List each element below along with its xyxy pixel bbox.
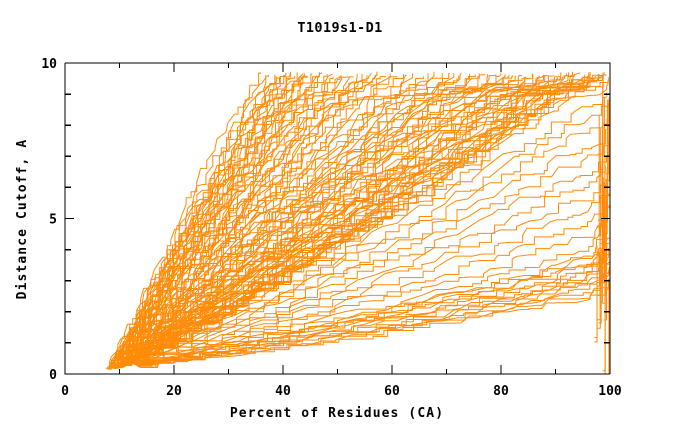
data-curve: [119, 73, 378, 367]
data-curve: [127, 76, 527, 363]
x-tick-label: 40: [275, 384, 291, 399]
data-curve: [134, 165, 606, 365]
data-curve-terminal: [601, 182, 605, 284]
data-curve: [139, 269, 610, 368]
data-curve: [122, 72, 462, 366]
data-curve-terminal: [603, 199, 607, 236]
data-curve: [138, 246, 611, 365]
page-title: T1019s1-D1: [297, 20, 382, 36]
data-curve: [131, 74, 607, 362]
data-curve: [134, 212, 607, 365]
y-axis-ticks: [65, 62, 610, 375]
y-tick-label: 0: [49, 368, 57, 383]
data-curve: [137, 258, 611, 367]
data-curve: [134, 178, 608, 364]
y-axis-title: Distance Cutoff, A: [15, 139, 30, 300]
data-curve: [108, 76, 277, 370]
data-curve-terminal: [594, 246, 598, 343]
data-curve: [133, 129, 607, 362]
data-curve: [136, 248, 609, 367]
data-curve-terminal: [596, 115, 600, 228]
x-tick-label: 60: [384, 384, 400, 399]
data-curve: [113, 76, 308, 368]
data-curve: [123, 73, 471, 365]
data-curve: [126, 75, 541, 364]
y-tick-label: 10: [41, 57, 57, 72]
y-tick-label: 5: [49, 213, 57, 228]
data-curve: [138, 266, 611, 365]
x-axis-ticks: [64, 63, 611, 374]
x-tick-label: 20: [166, 384, 182, 399]
y-axis-tick-labels: 0 5 10: [41, 57, 57, 383]
data-curve: [112, 75, 308, 369]
x-axis-tick-labels: 0 20 40 60 80 100: [61, 384, 622, 399]
data-curve-terminal: [598, 163, 602, 221]
data-curve: [105, 72, 261, 369]
data-curve-terminal: [600, 189, 604, 251]
data-curve: [133, 141, 610, 363]
data-curve-terminal: [602, 232, 606, 304]
data-curve: [133, 118, 611, 362]
data-curve: [118, 72, 372, 367]
data-curve-terminal: [597, 232, 601, 321]
data-curve: [136, 193, 610, 366]
data-curve: [130, 75, 591, 361]
data-curve: [113, 73, 304, 368]
data-curve: [142, 276, 611, 366]
data-curve: [133, 80, 609, 364]
data-curve: [132, 77, 609, 362]
data-curve: [115, 75, 341, 366]
x-tick-label: 0: [61, 384, 69, 399]
data-curve-terminal: [603, 226, 607, 321]
data-curve: [138, 260, 611, 368]
data-curve-terminal: [604, 104, 608, 158]
x-tick-label: 100: [598, 384, 622, 399]
data-curve: [126, 75, 513, 363]
data-curve: [130, 74, 599, 363]
data-curve: [129, 73, 567, 364]
x-tick-label: 80: [493, 384, 509, 399]
data-curve: [107, 74, 269, 368]
data-curve: [134, 205, 610, 365]
x-axis-title: Percent of Residues (CA): [230, 406, 444, 421]
data-curve-terminal: [598, 256, 602, 324]
data-curve-terminal: [605, 99, 609, 175]
data-curve: [132, 103, 610, 362]
data-curve: [139, 272, 611, 368]
data-curve: [137, 229, 605, 365]
